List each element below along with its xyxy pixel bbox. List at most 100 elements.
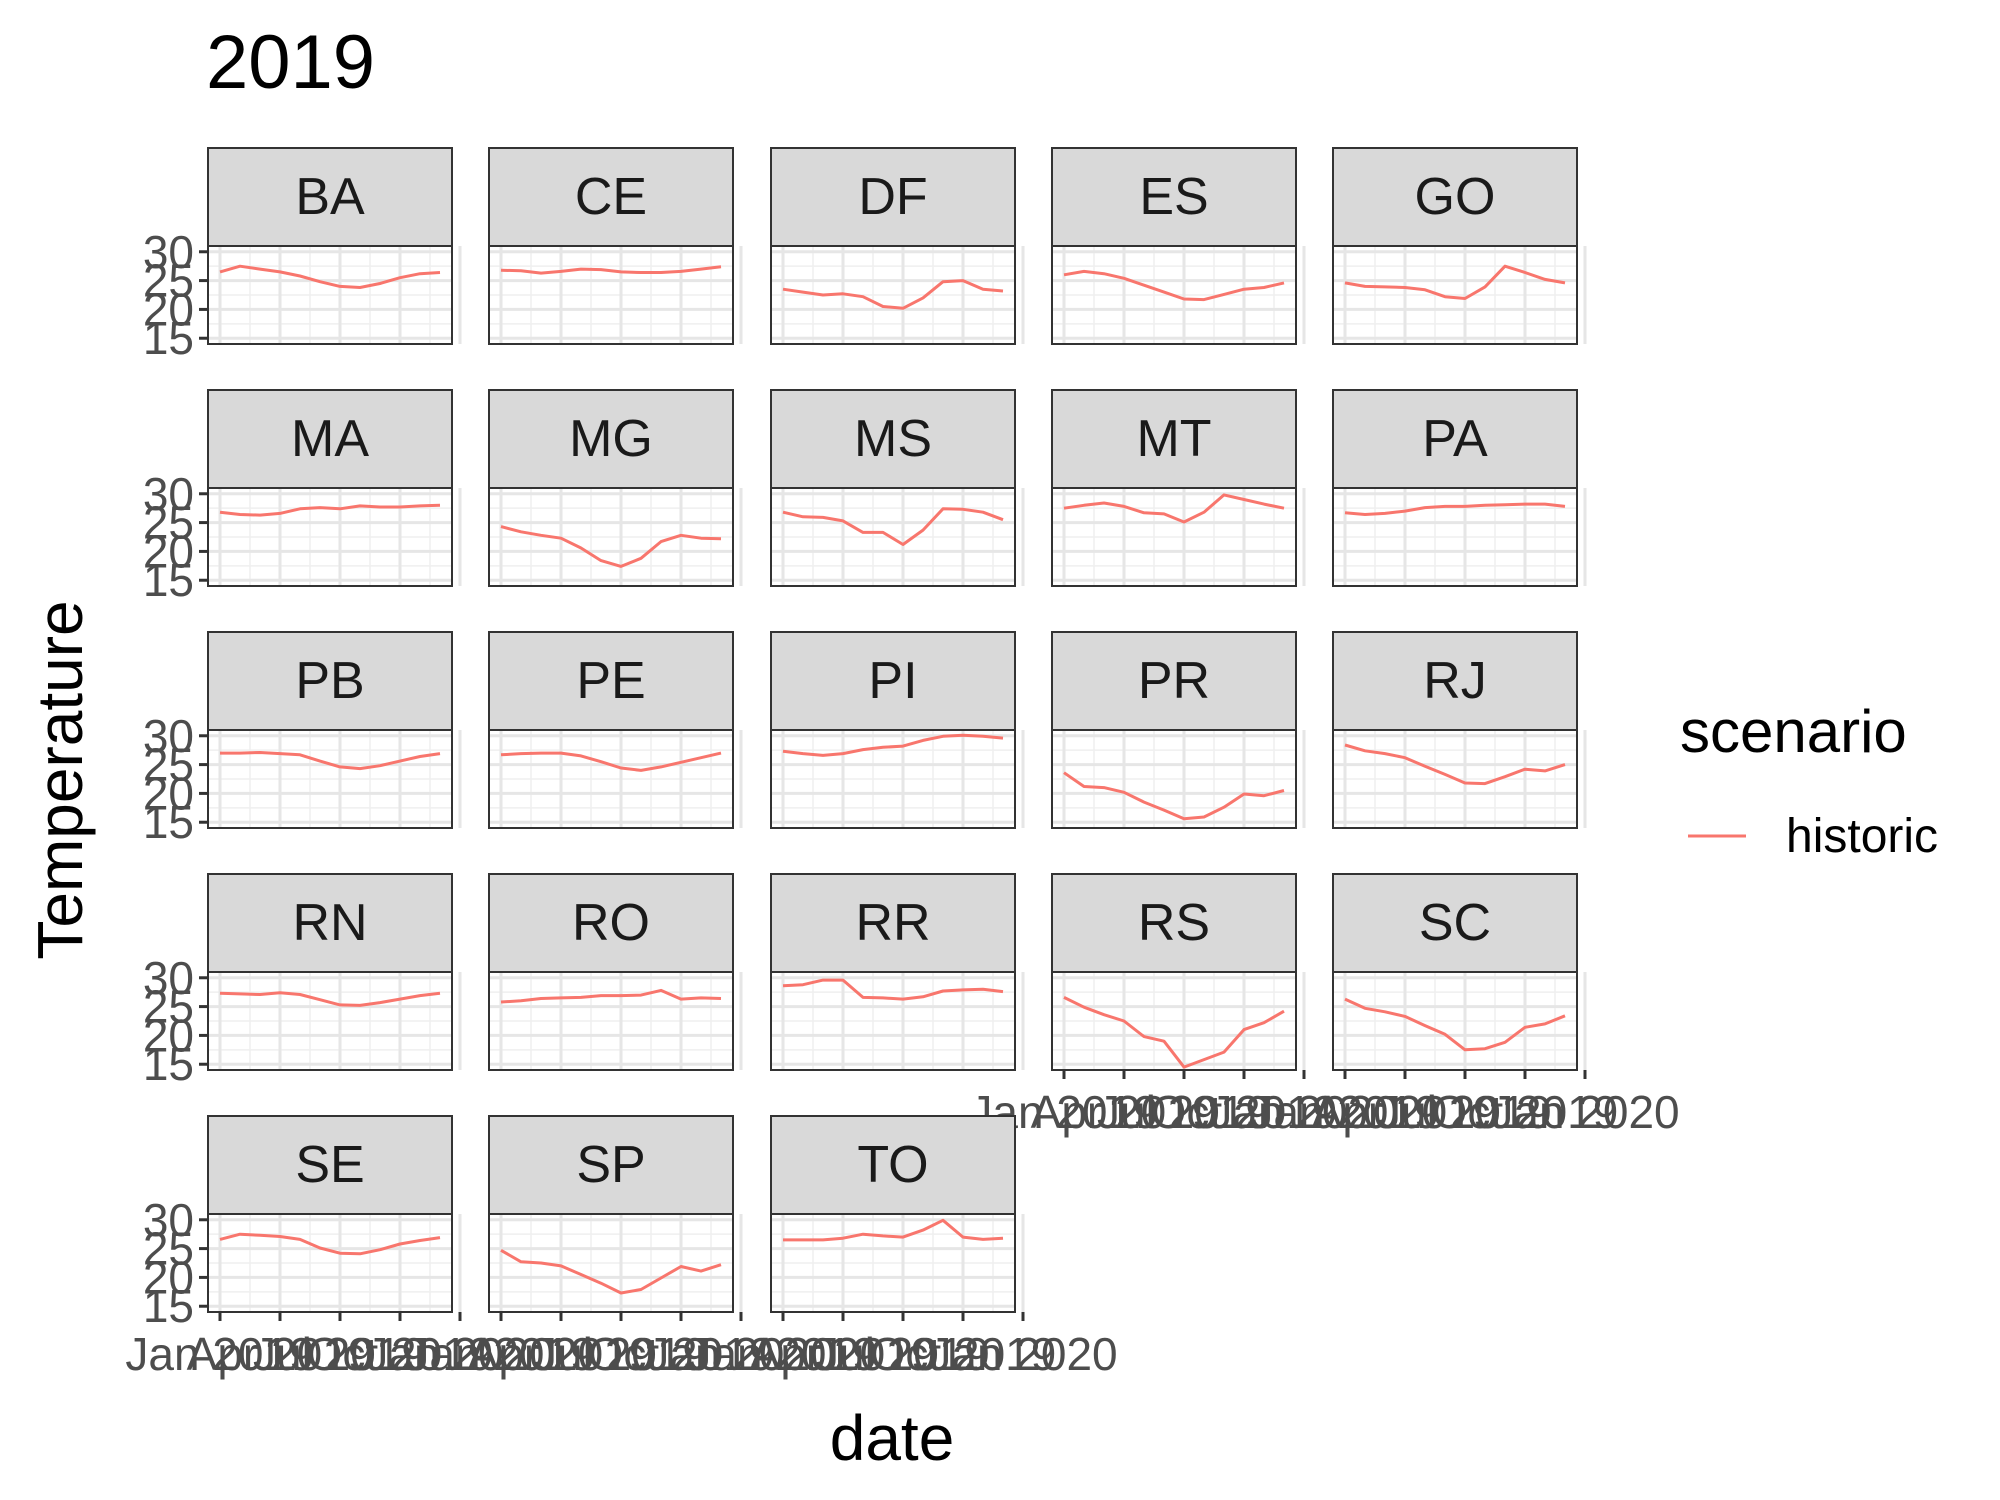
x-tick-label: Apr 2019 (1312, 1086, 1499, 1138)
y-tick-label: 15 (143, 312, 194, 364)
panel-border (207, 1213, 453, 1313)
x-tick-label: Jul 2019 (1097, 1086, 1271, 1138)
panel-border (488, 1213, 734, 1313)
facet-strip (1332, 389, 1578, 489)
x-tick-label: Oct 2019 (588, 1328, 775, 1380)
facet-strip (770, 389, 1016, 489)
panel-border (1332, 971, 1578, 1071)
facet-strip (1332, 631, 1578, 731)
series-line-historic (1344, 743, 1566, 786)
y-tick-label: 15 (143, 1038, 194, 1090)
facet-label: PA (1422, 410, 1488, 468)
series-line-historic (1063, 493, 1285, 524)
x-tick-label: Jul 2019 (1378, 1086, 1552, 1138)
panel-border (1332, 487, 1578, 587)
y-tick-label: 20 (143, 283, 194, 335)
series-line-historic (782, 279, 1004, 310)
series-line-historic (500, 265, 722, 275)
facet-strip (207, 147, 453, 247)
legend: scenario historic (1680, 698, 1938, 863)
facet-strip (488, 147, 734, 247)
facet-strip (488, 389, 734, 489)
panel-border (770, 729, 1016, 829)
panel-border (207, 487, 453, 587)
facet-label: CE (575, 168, 647, 226)
facet-mt: MT (1051, 389, 1306, 587)
y-tick-label: 30 (143, 468, 194, 520)
facet-label: SP (576, 1136, 645, 1194)
panel-border (488, 487, 734, 587)
facet-label: DF (858, 168, 927, 226)
series-line-historic (1063, 771, 1285, 821)
x-tick-label: Jul 2019 (253, 1328, 427, 1380)
y-tick-label: 15 (143, 554, 194, 606)
facet-label: SE (295, 1136, 364, 1194)
facet-strip (1332, 873, 1578, 973)
x-tick-label: Jul 2019 (534, 1328, 708, 1380)
x-tick-label: Jul 2019 (816, 1328, 990, 1380)
facet-strip (207, 389, 453, 489)
y-tick-label: 30 (143, 1194, 194, 1246)
series-line-historic (219, 503, 441, 517)
series-line-historic (782, 507, 1004, 546)
facet-pr: PR (1051, 631, 1306, 829)
panel-border (770, 487, 1016, 587)
series-line-historic (783, 1218, 1004, 1242)
x-tick-label: Jan 2019 (406, 1328, 595, 1380)
facet-label: SC (1419, 894, 1491, 952)
x-tick-label: Jan 2020 (365, 1328, 554, 1380)
panel-border (770, 1213, 1016, 1313)
series-line-historic (1344, 502, 1566, 516)
facet-label: PR (1138, 652, 1210, 710)
series-line-historic (500, 751, 722, 772)
panel-border (1332, 729, 1578, 829)
x-tick-label: Jan 2020 (928, 1328, 1117, 1380)
legend-title: scenario (1680, 698, 1907, 765)
facet-ro: RO (488, 873, 743, 1071)
series-line-historic (500, 988, 722, 1004)
x-axis-label: date (830, 1402, 955, 1474)
y-tick-label: 25 (143, 1223, 194, 1275)
y-tick-label: 15 (143, 1280, 194, 1332)
facet-pi: PI (770, 631, 1025, 829)
panel-border (207, 245, 453, 345)
panel-border (488, 245, 734, 345)
x-tick-label: Jan 2019 (1250, 1086, 1439, 1138)
facet-label: GO (1415, 168, 1496, 226)
panel-border (1332, 245, 1578, 345)
panel-border (207, 971, 453, 1071)
series-line-historic (1344, 997, 1566, 1052)
x-tick-label: Apr 2019 (750, 1328, 937, 1380)
x-tick-label: Oct 2019 (870, 1328, 1057, 1380)
x-tick-label: Oct 2019 (1151, 1086, 1338, 1138)
x-tick-label: Apr 2019 (468, 1328, 655, 1380)
series-line-historic (500, 1248, 722, 1295)
facet-label: PE (576, 652, 645, 710)
facet-label: BA (295, 168, 365, 226)
panel-border (488, 729, 734, 829)
facet-label: MA (291, 410, 369, 468)
y-tick-label: 20 (143, 525, 194, 577)
x-tick-label: Oct 2019 (307, 1328, 494, 1380)
facet-strip (770, 147, 1016, 247)
panel-border (770, 971, 1016, 1071)
y-tick-label: 30 (143, 710, 194, 762)
facet-label: RN (292, 894, 367, 952)
facet-go: GO (1332, 147, 1587, 345)
facet-label: MT (1136, 410, 1211, 468)
facet-strip (488, 1115, 734, 1215)
y-tick-label: 25 (143, 255, 194, 307)
facet-label: RO (572, 894, 650, 952)
series-line-historic (1344, 264, 1566, 300)
series-line-historic (500, 525, 722, 568)
panel-border (770, 245, 1016, 345)
facet-pe: PE (488, 631, 743, 829)
